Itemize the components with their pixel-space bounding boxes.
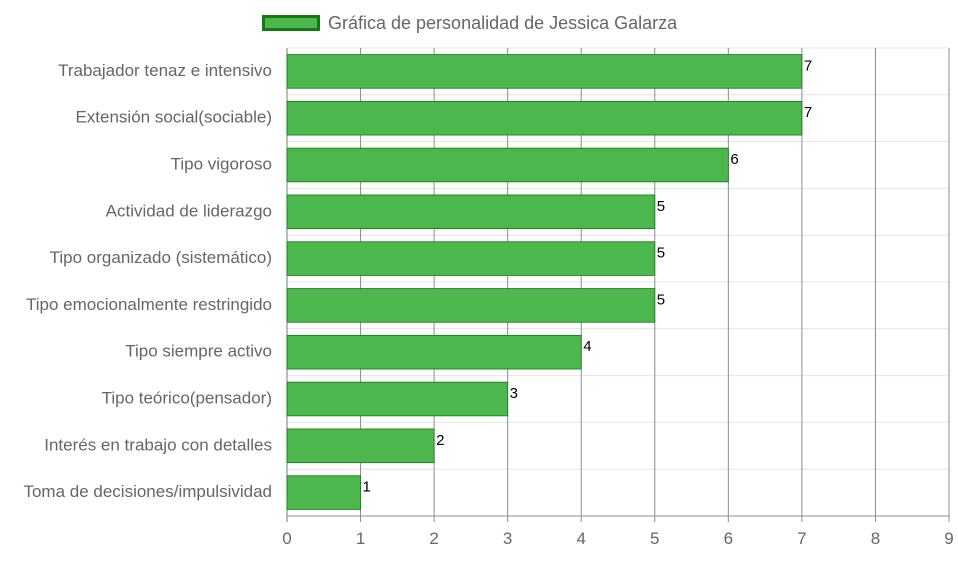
bar[interactable]	[286, 100, 803, 136]
category-label: Trabajador tenaz e intensivo	[58, 61, 272, 80]
x-tick-label: 4	[576, 529, 585, 548]
category-label: Tipo siempre activo	[125, 342, 272, 361]
data-label: 7	[804, 57, 812, 74]
data-label: 5	[657, 245, 665, 262]
category-label: Interés en trabajo con detalles	[44, 435, 272, 454]
data-label: 2	[436, 432, 444, 449]
legend[interactable]: Gráfica de personalidad de Jessica Galar…	[262, 12, 677, 34]
data-label: 3	[510, 385, 518, 402]
data-label: 1	[363, 479, 371, 496]
data-label: 5	[657, 198, 665, 215]
category-label: Toma de decisiones/impulsividad	[23, 482, 272, 501]
bar[interactable]	[286, 241, 656, 276]
x-tick-label: 6	[724, 529, 733, 548]
bar[interactable]	[286, 54, 803, 89]
x-tick-label: 0	[282, 529, 291, 548]
bar[interactable]	[286, 288, 656, 323]
legend-label: Gráfica de personalidad de Jessica Galar…	[328, 12, 678, 33]
x-tick-label: 5	[650, 529, 659, 548]
data-label: 5	[657, 291, 665, 308]
x-tick-label: 3	[503, 529, 512, 548]
category-label: Actividad de liderazgo	[106, 201, 272, 220]
bar[interactable]	[286, 381, 509, 417]
x-tick-label: 2	[429, 529, 438, 548]
bar[interactable]	[286, 194, 656, 230]
legend-swatch	[262, 15, 320, 31]
bar[interactable]	[286, 147, 729, 183]
data-label: 7	[804, 104, 812, 121]
data-label: 6	[730, 151, 738, 168]
category-label: Tipo vigoroso	[171, 154, 272, 173]
category-label: Extensión social(sociable)	[75, 108, 272, 127]
x-tick-label: 7	[797, 529, 806, 548]
data-label: 4	[583, 338, 591, 355]
category-label: Tipo organizado (sistemático)	[50, 248, 272, 267]
x-tick-label: 9	[944, 529, 953, 548]
category-label: Tipo emocionalmente restringido	[26, 295, 272, 314]
bar[interactable]	[286, 334, 582, 370]
bar[interactable]	[286, 475, 361, 510]
x-tick-label: 1	[356, 529, 365, 548]
x-tick-label: 8	[871, 529, 880, 548]
category-label: Tipo teórico(pensador)	[102, 388, 272, 407]
bar[interactable]	[286, 428, 435, 464]
